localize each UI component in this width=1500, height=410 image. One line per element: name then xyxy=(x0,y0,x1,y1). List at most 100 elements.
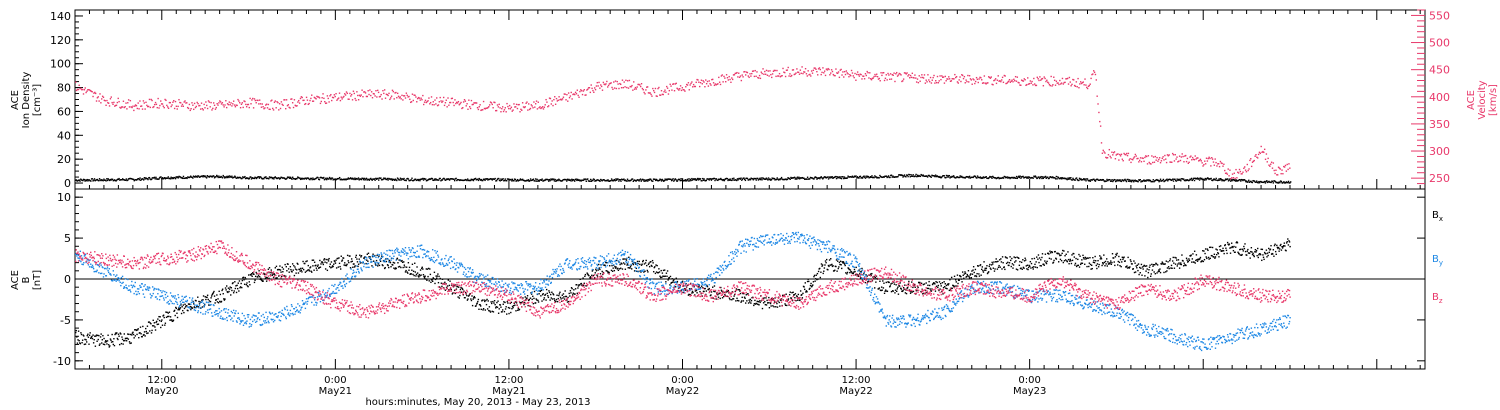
density-point xyxy=(121,179,123,181)
velocity-point xyxy=(928,80,931,83)
density-point xyxy=(422,179,425,181)
velocity-point xyxy=(1152,156,1155,158)
field-point-bx xyxy=(930,290,933,292)
velocity-point xyxy=(909,74,912,77)
velocity-point xyxy=(876,73,878,75)
velocity-point xyxy=(1223,163,1225,165)
field-point-bx xyxy=(451,293,454,295)
field-point-bx xyxy=(827,269,829,271)
velocity-point xyxy=(244,100,246,103)
density-point xyxy=(550,178,552,180)
field-point-bx xyxy=(846,271,849,274)
density-point xyxy=(1027,177,1029,179)
velocity-point xyxy=(999,79,1001,82)
field-point-bx xyxy=(845,272,847,274)
density-point xyxy=(381,178,384,181)
density-point xyxy=(719,178,721,181)
velocity-point xyxy=(403,95,406,97)
velocity-point xyxy=(697,79,699,81)
velocity-point xyxy=(694,85,697,88)
density-point xyxy=(271,177,274,180)
velocity-point xyxy=(195,105,198,108)
density-point xyxy=(623,178,625,180)
velocity-point xyxy=(740,79,743,82)
density-point xyxy=(82,179,84,182)
velocity-point xyxy=(798,73,801,75)
field-point-bx xyxy=(558,294,560,297)
velocity-point xyxy=(94,91,96,94)
density-point xyxy=(303,178,305,180)
field-point-bx xyxy=(265,280,268,282)
density-point xyxy=(1141,180,1144,183)
density-point xyxy=(1151,180,1154,183)
field-point-bx xyxy=(233,290,235,292)
field-point-bx xyxy=(857,274,859,276)
velocity-point xyxy=(541,107,543,109)
density-point xyxy=(837,176,840,178)
density-point xyxy=(1125,180,1128,183)
density-point xyxy=(1120,180,1122,182)
velocity-point xyxy=(946,78,948,80)
velocity-point xyxy=(205,101,207,103)
density-point xyxy=(908,173,910,176)
field-point-bx xyxy=(293,265,295,267)
velocity-point xyxy=(1191,156,1194,159)
velocity-point xyxy=(763,73,765,75)
field-point-bx xyxy=(202,299,204,301)
velocity-point xyxy=(1229,169,1231,171)
velocity-point xyxy=(964,82,966,84)
density-point xyxy=(490,178,493,180)
field-point-bx xyxy=(586,272,588,274)
velocity-point xyxy=(260,106,263,108)
density-point xyxy=(714,179,716,182)
density-point xyxy=(900,174,902,177)
field-point-bx xyxy=(339,265,341,268)
velocity-point xyxy=(156,106,158,109)
density-point xyxy=(986,177,988,180)
velocity-point xyxy=(525,102,527,104)
field-point-bx xyxy=(100,333,102,335)
velocity-point xyxy=(131,106,133,109)
velocity-point xyxy=(380,93,382,96)
density-point xyxy=(1005,176,1007,179)
density-panel-frame xyxy=(74,9,1426,190)
field-point-bx xyxy=(431,278,433,281)
density-point xyxy=(1127,178,1129,181)
field-point-bx xyxy=(99,336,102,338)
velocity-point xyxy=(407,96,409,98)
velocity-point xyxy=(515,103,518,106)
velocity-point xyxy=(96,97,99,99)
density-point xyxy=(77,179,80,181)
velocity-point xyxy=(471,103,474,106)
velocity-point xyxy=(478,106,480,108)
density-point xyxy=(849,176,851,178)
density-point xyxy=(1094,180,1097,182)
density-point xyxy=(446,178,448,180)
density-point xyxy=(853,175,856,177)
density-point xyxy=(153,176,156,179)
density-point xyxy=(621,178,623,180)
velocity-point xyxy=(1018,82,1020,84)
field-point-bx xyxy=(857,275,860,277)
field-point-bx xyxy=(574,293,576,295)
density-point xyxy=(1112,179,1115,182)
field-point-bx xyxy=(94,345,97,347)
field-point-bx xyxy=(647,271,649,273)
velocity-point xyxy=(95,100,98,102)
density-point xyxy=(368,179,371,181)
density-point xyxy=(976,175,979,177)
density-point xyxy=(195,175,198,178)
density-point xyxy=(436,179,439,181)
velocity-point xyxy=(864,73,867,75)
field-point-bx xyxy=(504,301,506,304)
field-point-bx xyxy=(906,286,909,289)
velocity-point xyxy=(947,78,949,80)
field-point-bx xyxy=(526,295,529,297)
field-point-bx xyxy=(604,261,607,264)
field-point-bx xyxy=(112,343,115,346)
density-point xyxy=(818,177,820,179)
field-point-bx xyxy=(244,276,246,279)
density-point xyxy=(901,174,904,177)
field-point-bx xyxy=(457,296,459,298)
field-point-bx xyxy=(543,297,546,299)
